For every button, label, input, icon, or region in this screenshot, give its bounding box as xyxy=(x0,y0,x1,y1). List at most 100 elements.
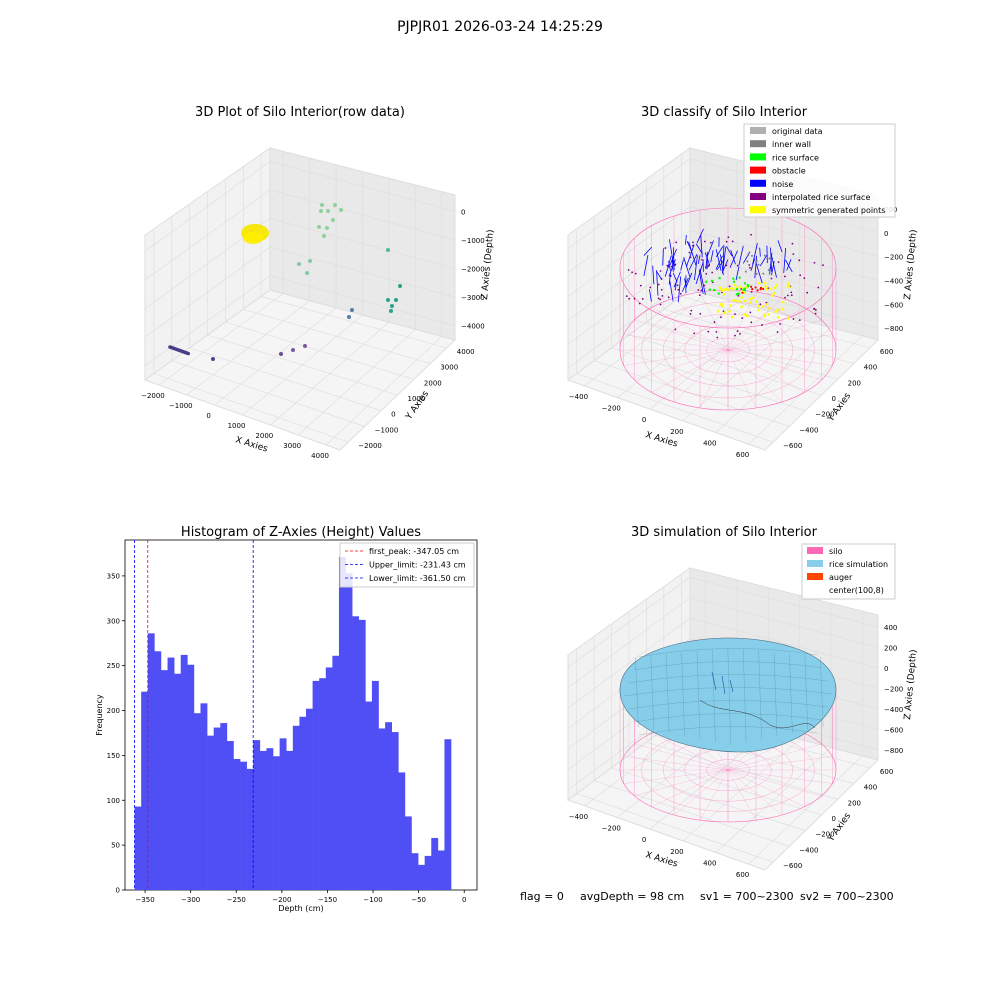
noise-stroke xyxy=(771,256,777,278)
interpolated-point xyxy=(675,241,678,244)
interpolated-point xyxy=(749,266,751,269)
symmetric-point xyxy=(720,304,724,308)
surface-mesh-line xyxy=(820,656,824,728)
silo-floor-spoke xyxy=(727,769,783,816)
interpolated-point xyxy=(659,303,662,306)
legend-label: center(100,8) xyxy=(829,586,884,595)
legend-label: Upper_limit: -231.43 cm xyxy=(369,561,466,570)
histogram-bar xyxy=(200,703,208,890)
symmetric-point xyxy=(765,288,768,291)
interpolated-point xyxy=(707,330,710,333)
raw-data-point xyxy=(347,315,351,319)
symmetric-point xyxy=(755,300,758,303)
legend-label: first_peak: -347.05 cm xyxy=(369,547,459,556)
symmetric-point xyxy=(770,294,774,297)
noise-stroke xyxy=(688,253,698,271)
symmetric-point xyxy=(738,300,741,303)
rice-surface-point xyxy=(708,288,712,291)
interpolated-point xyxy=(784,275,786,278)
noise-stroke xyxy=(680,259,684,271)
interpolated-point xyxy=(740,287,743,290)
x-tick-label: 0 xyxy=(642,416,646,424)
interpolated-point xyxy=(705,272,708,275)
interpolated-point xyxy=(715,330,718,333)
histogram-y-label: Frequency xyxy=(95,694,104,736)
symmetric-point xyxy=(749,300,752,304)
x-tick-label: 3000 xyxy=(283,442,301,450)
rice-surface-point xyxy=(742,288,745,291)
symmetric-point xyxy=(745,314,749,318)
histogram-bar xyxy=(233,758,241,890)
symmetric-point xyxy=(751,296,755,300)
silo-floor-spoke xyxy=(634,319,729,351)
symmetric-point xyxy=(716,310,720,313)
z-tick-label: 0 xyxy=(884,230,888,238)
interpolated-point xyxy=(711,271,714,274)
grid-line xyxy=(567,253,879,345)
raw-data-point xyxy=(326,209,330,213)
interpolated-point xyxy=(660,288,663,291)
interpolated-point xyxy=(779,323,781,325)
histogram-bar xyxy=(365,701,373,890)
z-tick-label: −400 xyxy=(884,706,903,714)
y-tick-label: 600 xyxy=(880,768,893,776)
noise-stroke xyxy=(675,282,677,291)
interpolated-point xyxy=(770,277,773,280)
noise-stroke xyxy=(750,258,756,271)
z-tick-label: −2000 xyxy=(461,266,485,274)
z-tick-label: 400 xyxy=(884,624,897,632)
raw-data-point xyxy=(386,298,390,302)
raw-data-point xyxy=(305,271,309,275)
x-tick-label: 400 xyxy=(703,440,716,448)
rice-surface-point xyxy=(705,280,708,284)
status-flag: flag = 0 xyxy=(520,890,564,903)
grid-line xyxy=(611,767,806,831)
grid-line xyxy=(171,360,365,427)
histogram-bar xyxy=(352,616,360,890)
status-avg-depth: avgDepth = 98 cm xyxy=(580,890,684,903)
histogram-bar xyxy=(240,761,247,890)
z-tick-label: 200 xyxy=(884,645,897,653)
grid-line xyxy=(260,296,447,349)
interpolated-point xyxy=(625,295,628,297)
noise-stroke xyxy=(699,268,706,295)
histogram-threshold-lines xyxy=(134,540,254,890)
simulation-3d-x-ticks: −400 −200 0 200 400 600 xyxy=(569,813,749,879)
histogram-bar xyxy=(253,740,261,890)
symmetric-point xyxy=(728,304,732,307)
raw-data-point xyxy=(333,203,337,207)
symmetric-point xyxy=(740,296,744,299)
histogram-bar xyxy=(332,655,340,890)
legend-label: original data xyxy=(772,127,823,136)
interpolated-point xyxy=(739,332,741,335)
z-tick-label: −400 xyxy=(884,277,903,285)
histogram-bar xyxy=(220,723,228,890)
noise-stroke xyxy=(738,245,744,266)
silo-floor-spoke xyxy=(673,769,729,816)
y-tick-label: −200 xyxy=(815,831,834,839)
rice-surface-point xyxy=(718,276,721,280)
inner-wall-point xyxy=(750,254,753,257)
interpolated-point xyxy=(631,271,634,274)
symmetric-point xyxy=(733,283,737,287)
y-tick-label: 0 xyxy=(116,887,120,895)
histogram-bar xyxy=(444,739,452,890)
noise-stroke xyxy=(786,259,792,271)
noise-stroke xyxy=(705,251,708,270)
silo-floor-spoke xyxy=(651,307,729,351)
surface-mesh-line xyxy=(628,674,828,684)
histogram-bar xyxy=(213,727,221,890)
interpolated-point xyxy=(728,285,731,288)
histogram-bar xyxy=(167,657,175,890)
symmetric-point xyxy=(781,300,785,304)
classify-3d-z-ticks: 2000−200−400−600−800 xyxy=(884,206,903,333)
classify-3d-legend: original data inner wall rice surface obsta… xyxy=(743,123,896,218)
histogram-bar xyxy=(312,680,320,890)
x-tick-label: 4000 xyxy=(311,452,329,460)
interpolated-point xyxy=(700,289,703,292)
histogram-bar xyxy=(292,725,300,890)
interpolated-point xyxy=(792,253,795,256)
histogram-bar xyxy=(325,667,333,890)
noise-stroke xyxy=(707,240,714,256)
surface-mesh-line xyxy=(712,649,716,743)
